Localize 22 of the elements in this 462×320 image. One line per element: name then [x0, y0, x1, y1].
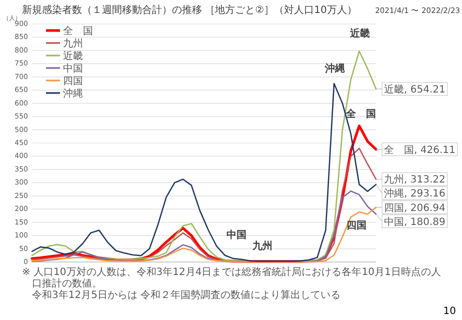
- annotation: 中国: [226, 229, 246, 242]
- legend-label: 近畿: [63, 50, 83, 62]
- data-label: 近畿, 654.21: [384, 84, 446, 96]
- text: ※ 人口10万対の人数は、令和3年12月4日までは総務省統計局における各年10月1日時点の人口推計の数値。: [22, 266, 441, 290]
- annotation: 近畿: [349, 28, 370, 40]
- data-label: 四国, 206.94: [384, 202, 446, 214]
- legend-label: 中国: [63, 62, 83, 74]
- annotation: 沖縄: [324, 62, 346, 75]
- data-label: 九州, 313.22: [384, 174, 446, 186]
- annotation: 全 国: [345, 108, 376, 120]
- data-label: 中国, 180.89: [384, 216, 446, 228]
- annotation: 四国: [346, 220, 367, 232]
- legend-label: 四国: [63, 76, 83, 87]
- text: 10: [443, 306, 456, 317]
- data-label: 沖縄, 293.16: [384, 188, 446, 200]
- text: 令和3年12月5日からは 令和２年国勢調査の数値により算出している: [32, 289, 341, 301]
- legend-label: 九州: [63, 38, 83, 50]
- legend-label: 全 国: [63, 25, 93, 37]
- legend-label: 沖縄: [63, 88, 83, 100]
- data-label: 全 国, 426.11: [384, 144, 456, 156]
- chart-title: 新規感染者数（１週間移動合計）の推移 ［地方ごと②］（対人口10万人）: [22, 4, 357, 16]
- annotation: 九州: [251, 240, 272, 252]
